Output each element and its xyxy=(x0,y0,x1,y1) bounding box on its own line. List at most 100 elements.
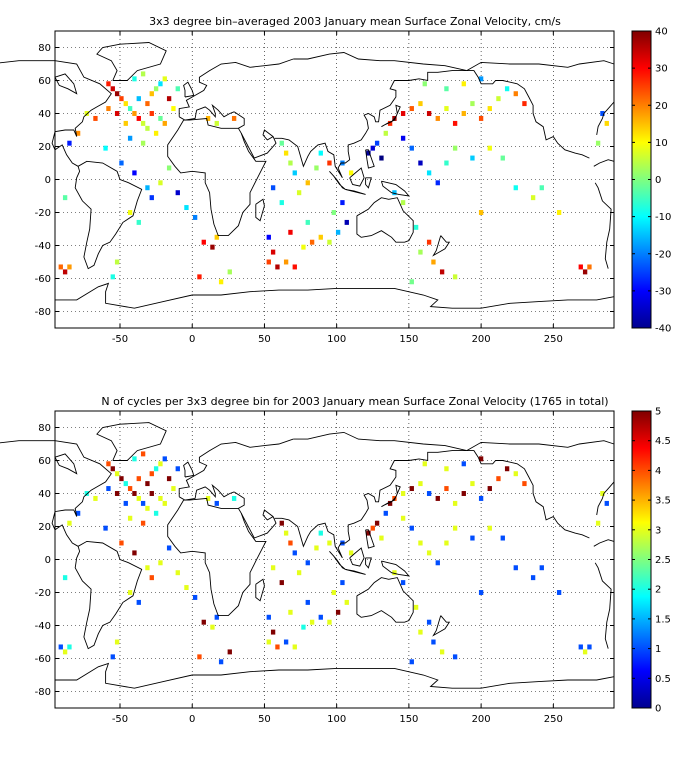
data-cell xyxy=(270,629,276,635)
data-cell xyxy=(132,170,137,176)
data-cell xyxy=(145,481,150,487)
data-cell xyxy=(426,111,432,116)
data-cell xyxy=(318,530,323,536)
data-cell xyxy=(132,550,137,556)
data-cell xyxy=(452,654,458,660)
coastline xyxy=(178,58,294,117)
y-tick-label: 40 xyxy=(38,489,51,500)
data-cell xyxy=(366,150,371,156)
data-cell xyxy=(422,81,427,87)
data-cell xyxy=(318,234,323,240)
data-cell xyxy=(418,249,423,255)
data-cell xyxy=(140,140,146,146)
data-cell xyxy=(478,495,484,501)
data-cell xyxy=(93,495,98,501)
coastline xyxy=(255,578,265,602)
data-cell xyxy=(192,214,198,220)
data-cell xyxy=(470,101,475,107)
data-cell xyxy=(205,115,211,121)
data-cell xyxy=(127,106,133,112)
colorbar-tick-label: 2.5 xyxy=(655,555,671,566)
data-cell xyxy=(383,130,388,136)
data-cell xyxy=(426,170,432,176)
cycles-data-cells xyxy=(58,451,609,665)
colorbar-tick-label: 30 xyxy=(655,64,668,75)
data-cell xyxy=(335,229,341,235)
data-cell xyxy=(114,111,120,116)
x-tick-label: 250 xyxy=(544,334,563,345)
data-cell xyxy=(132,456,137,462)
coastline xyxy=(466,60,615,71)
data-cell xyxy=(292,264,297,270)
data-cell xyxy=(539,185,544,191)
data-cell xyxy=(426,239,432,245)
coastline xyxy=(349,167,365,187)
data-cell xyxy=(67,520,72,526)
y-tick-label: -20 xyxy=(35,208,51,219)
data-cell xyxy=(145,125,150,131)
data-cell xyxy=(487,525,492,531)
coastline xyxy=(55,662,615,689)
data-cell xyxy=(283,639,289,645)
colorbar-tick-label: 3.5 xyxy=(655,496,671,507)
data-cell xyxy=(327,160,332,166)
data-cell xyxy=(309,239,315,245)
data-cell xyxy=(110,466,115,472)
data-cell xyxy=(119,96,124,102)
data-cell xyxy=(539,565,544,571)
data-cell xyxy=(184,205,189,211)
coastline xyxy=(466,450,590,539)
data-cell xyxy=(318,614,323,620)
data-cell xyxy=(166,545,172,551)
data-cell xyxy=(478,590,484,595)
data-cell xyxy=(582,649,588,655)
data-cell xyxy=(461,491,466,496)
data-cell xyxy=(301,244,306,250)
data-cell xyxy=(132,76,137,82)
data-cell xyxy=(145,101,150,107)
data-cell xyxy=(335,609,341,615)
coastline xyxy=(349,547,365,567)
coastline xyxy=(54,73,78,95)
data-cell xyxy=(379,535,384,541)
data-cell xyxy=(205,495,211,501)
data-cell xyxy=(231,495,237,501)
coastline xyxy=(293,52,467,72)
data-cell xyxy=(305,599,310,605)
y-tick-label: 80 xyxy=(38,43,51,54)
colorbar-tick-label: 4 xyxy=(655,466,661,477)
data-cell xyxy=(140,500,146,506)
x-tick-label: 200 xyxy=(472,334,491,345)
colorbar-tick-label: -40 xyxy=(655,324,671,335)
y-tick-label: -20 xyxy=(35,588,51,599)
colorbar-tick-label: 4.5 xyxy=(655,436,671,447)
data-cell xyxy=(158,495,163,501)
data-cell xyxy=(140,520,146,526)
data-cell xyxy=(366,530,371,536)
data-cell xyxy=(452,500,458,506)
data-cell xyxy=(587,264,592,270)
data-cell xyxy=(374,140,380,146)
coastline xyxy=(381,104,401,128)
data-cell xyxy=(288,609,293,615)
y-tick-label: -80 xyxy=(35,687,51,698)
coastline xyxy=(178,483,235,501)
colorbar-tick-label: -20 xyxy=(655,249,671,260)
y-tick-label: -60 xyxy=(35,274,51,285)
data-cell xyxy=(292,644,297,650)
data-cell xyxy=(444,106,449,112)
data-cell xyxy=(431,259,436,265)
coastline xyxy=(55,282,615,309)
data-cell xyxy=(314,165,319,171)
data-cell xyxy=(387,500,393,506)
data-cell xyxy=(136,219,141,225)
data-cell xyxy=(158,115,163,121)
data-cell xyxy=(500,535,505,541)
data-cell xyxy=(158,180,163,186)
coastline xyxy=(178,438,294,497)
x-tick-label: -50 xyxy=(112,334,128,345)
data-cell xyxy=(214,120,219,126)
data-cell xyxy=(435,115,440,121)
data-cell xyxy=(171,486,176,492)
